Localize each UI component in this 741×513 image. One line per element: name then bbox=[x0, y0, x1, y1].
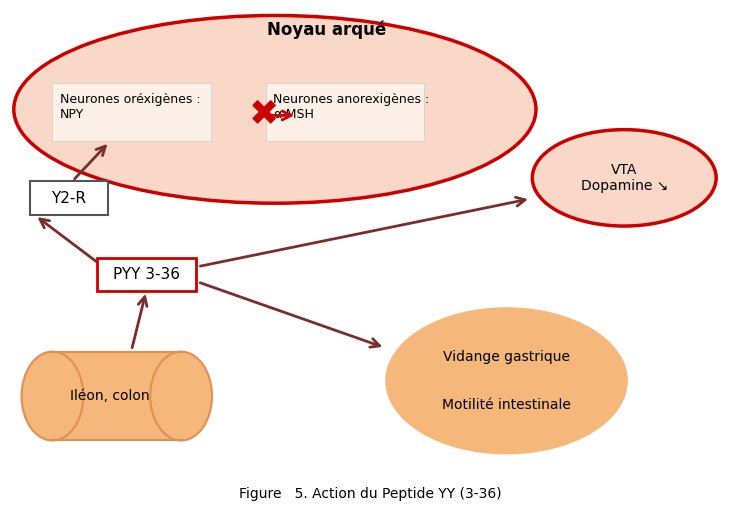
Ellipse shape bbox=[532, 130, 716, 226]
Text: Neurones anorexigènes :
α-MSH: Neurones anorexigènes : α-MSH bbox=[273, 93, 429, 121]
Text: Figure   5. Action du Peptide YY (3-36): Figure 5. Action du Peptide YY (3-36) bbox=[239, 487, 502, 501]
Text: ✖: ✖ bbox=[249, 98, 279, 132]
Text: Noyau arqué: Noyau arqué bbox=[267, 21, 386, 39]
FancyBboxPatch shape bbox=[53, 83, 210, 141]
Text: Neurones oréxigènes :
NPY: Neurones oréxigènes : NPY bbox=[60, 93, 200, 121]
Ellipse shape bbox=[150, 351, 212, 441]
FancyBboxPatch shape bbox=[266, 83, 424, 141]
Text: VTA
Dopamine ↘: VTA Dopamine ↘ bbox=[580, 163, 668, 193]
Ellipse shape bbox=[21, 351, 83, 441]
Ellipse shape bbox=[385, 307, 628, 455]
Ellipse shape bbox=[14, 15, 536, 203]
FancyBboxPatch shape bbox=[96, 258, 196, 291]
FancyBboxPatch shape bbox=[53, 351, 181, 441]
Text: Y2-R: Y2-R bbox=[51, 191, 87, 206]
Text: Iléon, colon: Iléon, colon bbox=[70, 389, 149, 403]
FancyBboxPatch shape bbox=[30, 181, 107, 215]
Text: PYY 3-36: PYY 3-36 bbox=[113, 267, 179, 282]
Text: Vidange gastrique

Motilité intestinale: Vidange gastrique Motilité intestinale bbox=[442, 350, 571, 412]
